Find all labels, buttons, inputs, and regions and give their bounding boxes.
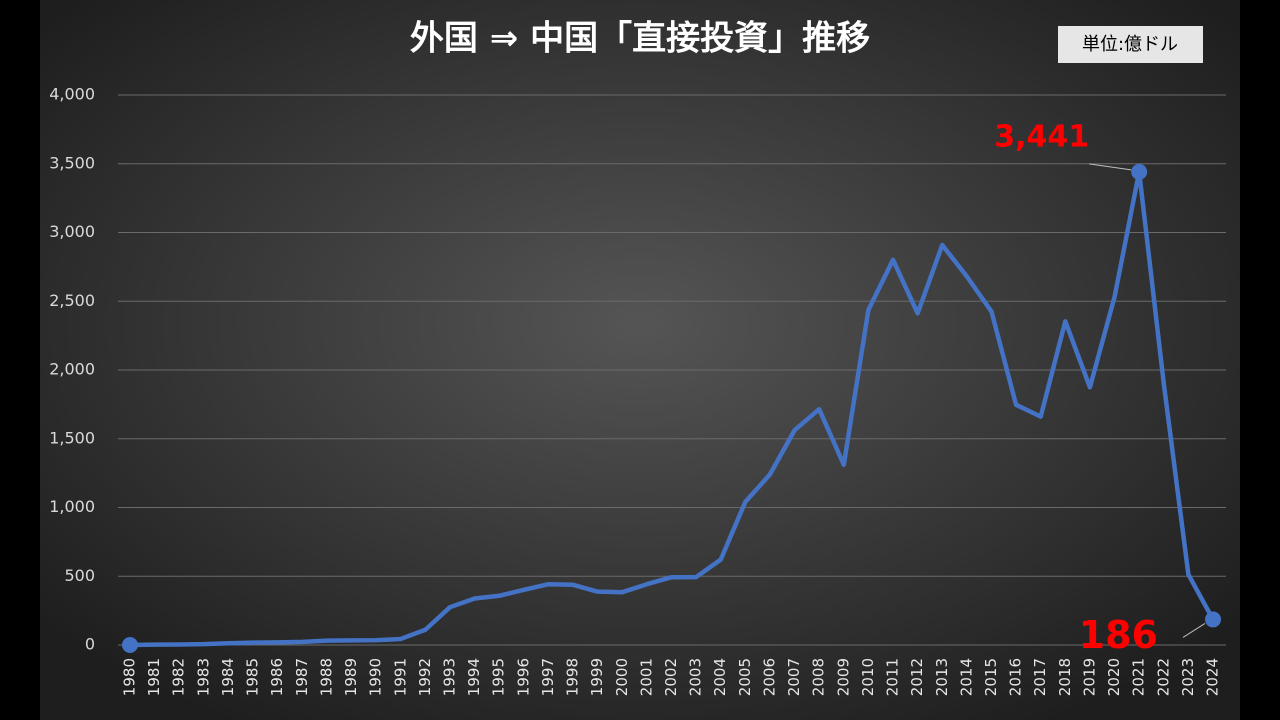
x-tick-label: 2016 <box>1007 658 1025 696</box>
x-tick-label: 2013 <box>933 658 951 696</box>
x-tick-label: 1992 <box>416 658 434 696</box>
x-tick-label: 2002 <box>662 658 680 696</box>
y-tick-label: 500 <box>64 566 95 585</box>
x-tick-label: 2015 <box>982 658 1000 696</box>
x-tick-label: 2024 <box>1204 658 1222 696</box>
x-tick-label: 2022 <box>1154 658 1172 696</box>
x-tick-label: 2000 <box>613 658 631 696</box>
x-tick-label: 2006 <box>760 658 778 696</box>
x-tick-label: 1986 <box>268 658 286 696</box>
x-tick-label: 1980 <box>121 658 139 696</box>
y-tick-label: 1,000 <box>49 497 95 516</box>
label-leader <box>1182 623 1206 638</box>
x-tick-label: 1983 <box>194 658 212 696</box>
x-tick-label: 2023 <box>1179 658 1197 696</box>
y-tick-label: 1,500 <box>49 428 95 447</box>
x-tick-label: 2005 <box>736 658 754 696</box>
x-tick-label: 2003 <box>687 658 705 696</box>
x-tick-label: 1985 <box>244 658 262 696</box>
x-tick-label: 1995 <box>490 658 508 696</box>
chart-background <box>40 0 1240 720</box>
x-tick-label: 1999 <box>588 658 606 696</box>
y-tick-label: 4,000 <box>49 85 95 104</box>
x-tick-label: 1989 <box>342 658 360 696</box>
label-leader <box>1089 163 1132 171</box>
x-tick-label: 1998 <box>564 658 582 696</box>
data-marker <box>1131 163 1148 180</box>
x-tick-label: 2021 <box>1130 658 1148 696</box>
x-tick-label: 2018 <box>1056 658 1074 696</box>
data-label: 3,441 <box>994 119 1089 154</box>
chart-title: 外国 ⇒ 中国「直接投資」推移 <box>410 19 870 59</box>
x-tick-label: 1987 <box>293 658 311 696</box>
x-tick-label: 1991 <box>391 658 409 696</box>
x-tick-label: 1990 <box>367 658 385 696</box>
data-line <box>129 169 1215 648</box>
x-tick-label: 2012 <box>908 658 926 696</box>
x-tick-label: 1982 <box>170 658 188 696</box>
y-tick-label: 0 <box>85 635 95 654</box>
x-tick-label: 2007 <box>785 658 803 696</box>
x-tick-label: 2004 <box>711 658 729 696</box>
y-tick-label: 2,000 <box>49 360 95 379</box>
x-tick-label: 2017 <box>1031 658 1049 696</box>
x-tick-label: 1988 <box>317 658 335 696</box>
x-tick-label: 1996 <box>514 658 532 696</box>
x-tick-label: 1997 <box>539 658 557 696</box>
x-tick-label: 2019 <box>1080 658 1098 696</box>
x-tick-label: 2001 <box>637 658 655 696</box>
data-label: 186 <box>1079 613 1158 657</box>
y-tick-label: 2,500 <box>49 291 95 310</box>
unit-note: 単位:億ドル <box>1082 34 1178 55</box>
x-tick-label: 2014 <box>957 658 975 696</box>
data-marker <box>1205 611 1221 628</box>
data-marker <box>122 637 138 653</box>
x-tick-label: 1993 <box>440 658 458 696</box>
y-tick-label: 3,500 <box>49 153 95 172</box>
x-tick-label: 2008 <box>810 658 828 696</box>
y-tick-label: 3,000 <box>49 222 95 241</box>
unit-box <box>1058 26 1203 63</box>
x-tick-label: 2020 <box>1105 658 1123 696</box>
x-tick-label: 1984 <box>219 658 237 696</box>
x-tick-label: 1994 <box>465 658 483 696</box>
x-tick-label: 2011 <box>884 658 902 696</box>
x-tick-label: 1981 <box>145 658 163 696</box>
x-tick-label: 2009 <box>834 658 852 696</box>
x-tick-label: 2010 <box>859 658 877 696</box>
